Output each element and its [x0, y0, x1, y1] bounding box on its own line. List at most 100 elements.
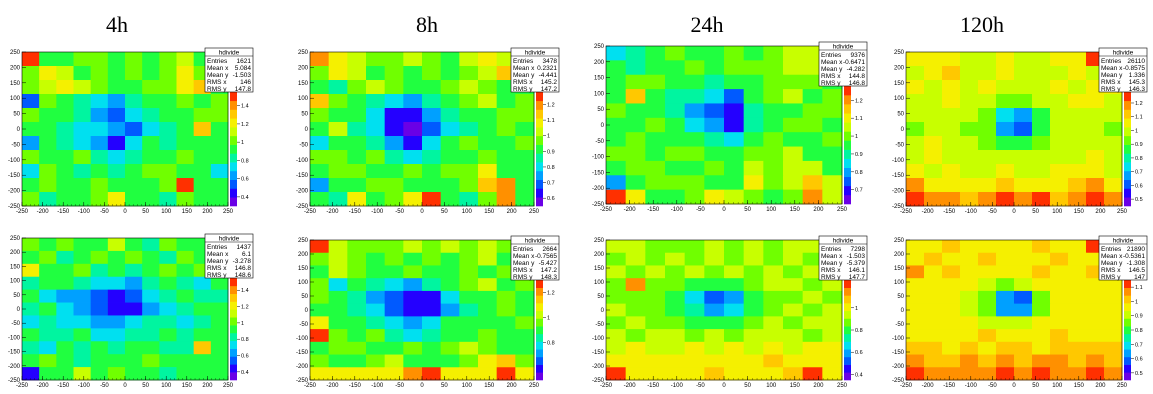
heatmap-cell — [176, 289, 195, 303]
heatmap-cell — [176, 315, 195, 329]
y-tick-label: -250 — [8, 204, 21, 210]
heatmap-cell — [193, 94, 212, 109]
heatmap-cell — [496, 303, 516, 317]
heatmap-cell — [422, 192, 442, 207]
heatmap-cell — [56, 122, 74, 137]
heatmap-cell — [942, 316, 961, 330]
heatmap-cell — [90, 52, 109, 67]
heatmap-cell — [403, 80, 423, 95]
stats-value: 146 — [240, 79, 251, 86]
stats-box — [204, 233, 254, 279]
color-bar-segment — [230, 144, 237, 154]
heatmap-cell — [924, 278, 943, 292]
heatmap-cell — [210, 192, 229, 207]
heatmap-cell — [1068, 278, 1087, 292]
heatmap-cell — [159, 250, 177, 265]
x-tick-label: 150 — [182, 209, 193, 215]
heatmap-cell — [645, 60, 666, 76]
x-tick-label: -250 — [600, 207, 613, 213]
heatmap-cell — [384, 178, 404, 193]
heatmap-cell — [704, 303, 725, 317]
heatmap-cell — [665, 46, 686, 61]
heatmap-cell — [1050, 252, 1069, 266]
heatmap-cell — [606, 329, 627, 343]
y-tick-label: 50 — [301, 294, 308, 300]
heatmap-cell — [1014, 150, 1033, 165]
heatmap-cell — [783, 160, 804, 176]
heatmap-cell — [802, 316, 823, 330]
heatmap-cell — [625, 60, 646, 76]
heatmap-cell — [978, 164, 997, 179]
heatmap-cell — [704, 189, 725, 205]
heatmap-cell — [328, 80, 348, 95]
heatmap-cell — [310, 108, 330, 123]
heatmap-cell — [347, 122, 367, 137]
heatmap-cell — [39, 289, 57, 303]
stats-value: 9376 — [851, 52, 866, 59]
x-tick-label: -50 — [100, 383, 109, 389]
y-tick-label: 0 — [601, 308, 605, 314]
heatmap-cell — [384, 52, 404, 67]
heatmap-cell — [142, 263, 160, 278]
heatmap-cell — [942, 341, 961, 355]
x-tick-label: -50 — [988, 383, 997, 389]
heatmap-cell — [107, 108, 126, 123]
heatmap-cell — [960, 329, 979, 343]
heatmap-panel-120h-bottom: -250 -200 -150 -100 -50 0 50 100 150 200 250-250-2… — [892, 235, 1148, 389]
heatmap-cell — [942, 94, 961, 109]
y-tick-label: 250 — [594, 44, 605, 50]
stats-value: 1.336 — [1129, 72, 1146, 79]
heatmap-cell — [1032, 367, 1051, 381]
heatmap-cell — [960, 240, 979, 254]
heatmap-cell — [56, 108, 74, 123]
heatmap-cell — [684, 103, 705, 119]
heatmap-cell — [625, 329, 646, 343]
heatmap-cell — [90, 66, 109, 81]
heatmap-cell — [978, 80, 997, 95]
heatmap-cell — [347, 192, 367, 207]
heatmap-cell — [606, 367, 627, 381]
heatmap-cell — [1104, 192, 1123, 207]
heatmap-cell — [625, 252, 646, 266]
heatmap-cell — [684, 367, 705, 381]
x-tick-label: 250 — [837, 207, 848, 213]
heatmap-cell — [210, 328, 229, 342]
heatmap-cell — [496, 192, 516, 207]
heatmap-cell — [704, 175, 725, 191]
heatmap-cell — [924, 66, 943, 81]
heatmap-cell — [763, 132, 784, 147]
heatmap-cell — [210, 178, 229, 193]
heatmap-cell — [90, 136, 109, 151]
color-bar-segment — [536, 372, 543, 381]
stats-key: RMS y — [207, 272, 227, 279]
heatmap-cell — [310, 136, 330, 151]
y-tick-label: 0 — [305, 308, 309, 314]
heatmap-cell — [422, 80, 442, 95]
heatmap-cell — [366, 192, 386, 207]
heatmap-cell — [328, 240, 348, 254]
z-tick-label: 1.2 — [241, 122, 249, 128]
color-bar-segment — [230, 325, 237, 334]
heatmap-cell — [942, 122, 961, 137]
stats-value: 148.3 — [541, 274, 558, 281]
heatmap-cell — [684, 46, 705, 61]
heatmap-cell — [822, 329, 843, 343]
heatmap-cell — [645, 290, 666, 305]
heatmap-cell — [724, 303, 745, 317]
heatmap-cell — [906, 329, 925, 343]
heatmap-cell — [403, 66, 423, 81]
heatmap-cell — [403, 164, 423, 179]
heatmap-cell — [39, 192, 57, 207]
heatmap-cell — [724, 46, 745, 61]
heatmap-cell — [515, 367, 535, 381]
heatmap-cell — [978, 150, 997, 165]
heatmap-cell — [1104, 341, 1123, 355]
color-bar-segment — [844, 310, 851, 319]
heatmap-cell — [906, 265, 925, 279]
heatmap-cell — [125, 367, 143, 381]
y-tick-label: 250 — [10, 236, 21, 242]
heatmap-cell — [459, 52, 479, 67]
color-bar-segment — [230, 278, 237, 287]
heatmap-cell — [366, 329, 386, 343]
heatmap-cell — [210, 302, 229, 316]
